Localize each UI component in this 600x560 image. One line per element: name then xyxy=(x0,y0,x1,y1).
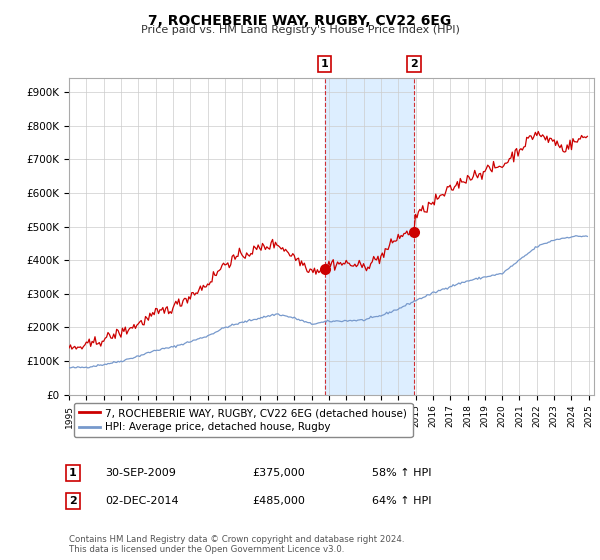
Text: Price paid vs. HM Land Registry's House Price Index (HPI): Price paid vs. HM Land Registry's House … xyxy=(140,25,460,35)
Text: £485,000: £485,000 xyxy=(252,496,305,506)
Text: 02-DEC-2014: 02-DEC-2014 xyxy=(105,496,179,506)
Text: 30-SEP-2009: 30-SEP-2009 xyxy=(105,468,176,478)
Text: 58% ↑ HPI: 58% ↑ HPI xyxy=(372,468,431,478)
Text: Contains HM Land Registry data © Crown copyright and database right 2024.
This d: Contains HM Land Registry data © Crown c… xyxy=(69,535,404,554)
Text: 2: 2 xyxy=(410,59,418,69)
Text: £375,000: £375,000 xyxy=(252,468,305,478)
Bar xyxy=(325,78,414,395)
Text: 1: 1 xyxy=(69,468,77,478)
Legend: 7, ROCHEBERIE WAY, RUGBY, CV22 6EG (detached house), HPI: Average price, detache: 7, ROCHEBERIE WAY, RUGBY, CV22 6EG (deta… xyxy=(74,403,413,437)
Text: 7, ROCHEBERIE WAY, RUGBY, CV22 6EG: 7, ROCHEBERIE WAY, RUGBY, CV22 6EG xyxy=(148,14,452,28)
Text: 2: 2 xyxy=(69,496,77,506)
Text: 64% ↑ HPI: 64% ↑ HPI xyxy=(372,496,431,506)
Text: 1: 1 xyxy=(320,59,328,69)
